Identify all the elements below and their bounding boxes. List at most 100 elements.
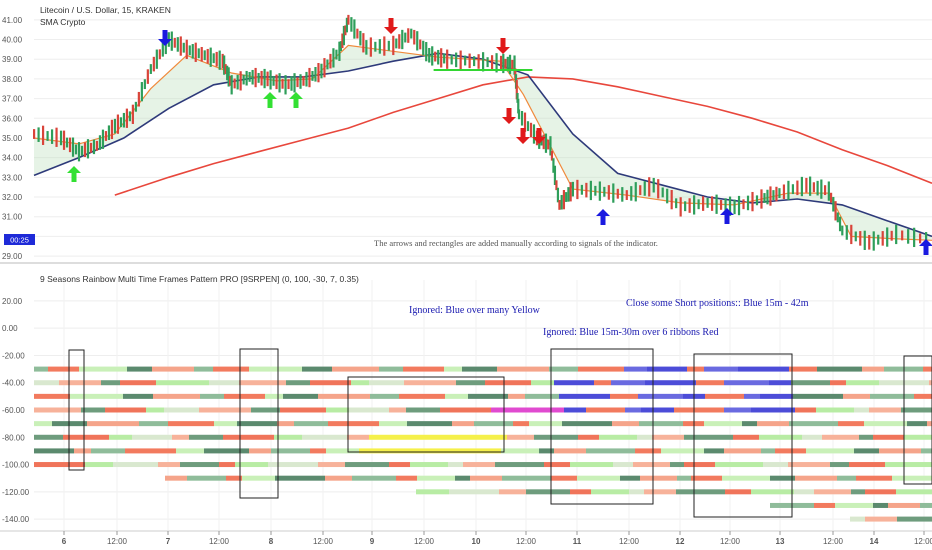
price-candle: [263, 68, 266, 89]
ribbon-segment: [34, 434, 63, 440]
ribbon-segment: [613, 462, 633, 468]
ribbon-segment: [635, 448, 661, 454]
ribbon-segment: [814, 502, 835, 508]
x-tick-label: 11: [573, 537, 582, 546]
ribbon-segment: [586, 448, 635, 454]
ribbon-segment: [640, 475, 677, 481]
ribbon-segment: [599, 434, 637, 440]
price-candle: [290, 76, 293, 91]
ribbon-segment: [633, 462, 670, 468]
price-candle: [580, 184, 583, 195]
price-candle: [782, 184, 786, 200]
ribbon-segment: [864, 421, 907, 427]
price-candle: [329, 53, 332, 69]
upper-y-tick-label: 36.00: [2, 114, 23, 123]
price-candle: [827, 181, 830, 201]
price-candle: [149, 64, 152, 74]
x-tick-label: 8: [269, 537, 274, 546]
price-candle: [86, 139, 90, 159]
ribbon-segment: [760, 393, 793, 399]
ribbon-segment: [332, 366, 379, 372]
ribbon-segment: [612, 421, 639, 427]
x-tick-label: 6: [62, 537, 67, 546]
ribbon-segment: [927, 421, 932, 427]
price-candle: [755, 195, 759, 206]
ribbon-segment: [888, 502, 920, 508]
ribbon-segment: [226, 475, 242, 481]
ribbon-segment: [242, 475, 275, 481]
price-candle: [746, 195, 750, 211]
price-candle: [161, 42, 164, 57]
ribbon-segment: [639, 421, 683, 427]
x-ticks: 6 12:00 7 12:00 8 12:00 9 12:00 10 12:00 11 12:00 12…: [62, 531, 932, 546]
price-candle: [616, 188, 619, 199]
ribbon-segment: [318, 393, 370, 399]
price-candle: [724, 198, 727, 213]
ribbon-segment: [611, 380, 645, 386]
down-arrow-icon: [158, 30, 172, 46]
ribbon-segment: [559, 393, 610, 399]
price-candle: [203, 50, 206, 61]
ribbon-segment: [641, 407, 674, 413]
price-candle: [634, 182, 637, 202]
ribbon-segment: [63, 434, 109, 440]
price-candle: [775, 186, 778, 202]
price-candle: [464, 55, 467, 66]
ribbon-segment: [408, 434, 424, 440]
price-candle: [872, 231, 875, 251]
x-tick-label: 12:00: [823, 537, 844, 546]
price-candle: [490, 55, 494, 70]
ribbon-segment: [769, 380, 791, 386]
price-candle: [395, 38, 398, 49]
price-candle: [919, 233, 922, 244]
ribbon-segment: [724, 448, 761, 454]
ribbon-segment: [901, 407, 932, 413]
ribbon-segment: [873, 502, 888, 508]
ribbon-segment: [795, 407, 816, 413]
price-candle: [809, 176, 812, 196]
ribbon-segment: [676, 489, 725, 495]
price-candle: [233, 78, 236, 89]
lower-pane-title: 9 Seasons Rainbow Multi Time Frames Patt…: [40, 274, 359, 284]
ribbon-segment: [318, 462, 345, 468]
lower-y-tick-label: 20.00: [2, 297, 23, 306]
upper-y-tick-label: 41.00: [2, 16, 23, 25]
ribbon-segment: [873, 434, 904, 440]
ribbon-segment: [235, 462, 268, 468]
price-candle: [571, 181, 574, 197]
ribbon-segment: [396, 475, 417, 481]
ribbon-segment: [564, 407, 586, 413]
ribbon-segment: [705, 393, 744, 399]
ribbon-segment: [249, 366, 302, 372]
price-candle: [299, 74, 302, 89]
ribbon-segment: [849, 462, 885, 468]
ribbon-segment: [271, 448, 310, 454]
price-candle: [374, 41, 377, 52]
price-candle: [89, 142, 93, 153]
price-candle: [589, 180, 592, 201]
price-candle: [224, 64, 227, 74]
ribbon-segment: [194, 366, 213, 372]
ribbon-segment: [684, 434, 733, 440]
ribbon-segment: [507, 434, 534, 440]
ribbon-segment: [647, 366, 687, 372]
ribbon-segment: [638, 393, 683, 399]
ribbon-segment: [436, 448, 480, 454]
price-candle: [834, 201, 837, 221]
ribbon-segment: [914, 393, 932, 399]
ribbon-segment: [249, 448, 271, 454]
price-candle: [791, 184, 795, 195]
price-candle: [387, 40, 390, 51]
price-candle: [116, 114, 120, 134]
price-candle: [913, 227, 916, 248]
price-candle: [737, 195, 741, 216]
ribbon-segment: [455, 475, 470, 481]
price-candle: [895, 224, 898, 245]
price-candle: [719, 199, 723, 210]
ribbon-segment: [105, 407, 146, 413]
price-candle: [305, 71, 308, 87]
ribbon-segment: [326, 407, 349, 413]
price-candle: [413, 29, 416, 45]
ribbon-segment: [562, 421, 612, 427]
price-candle: [362, 33, 365, 53]
